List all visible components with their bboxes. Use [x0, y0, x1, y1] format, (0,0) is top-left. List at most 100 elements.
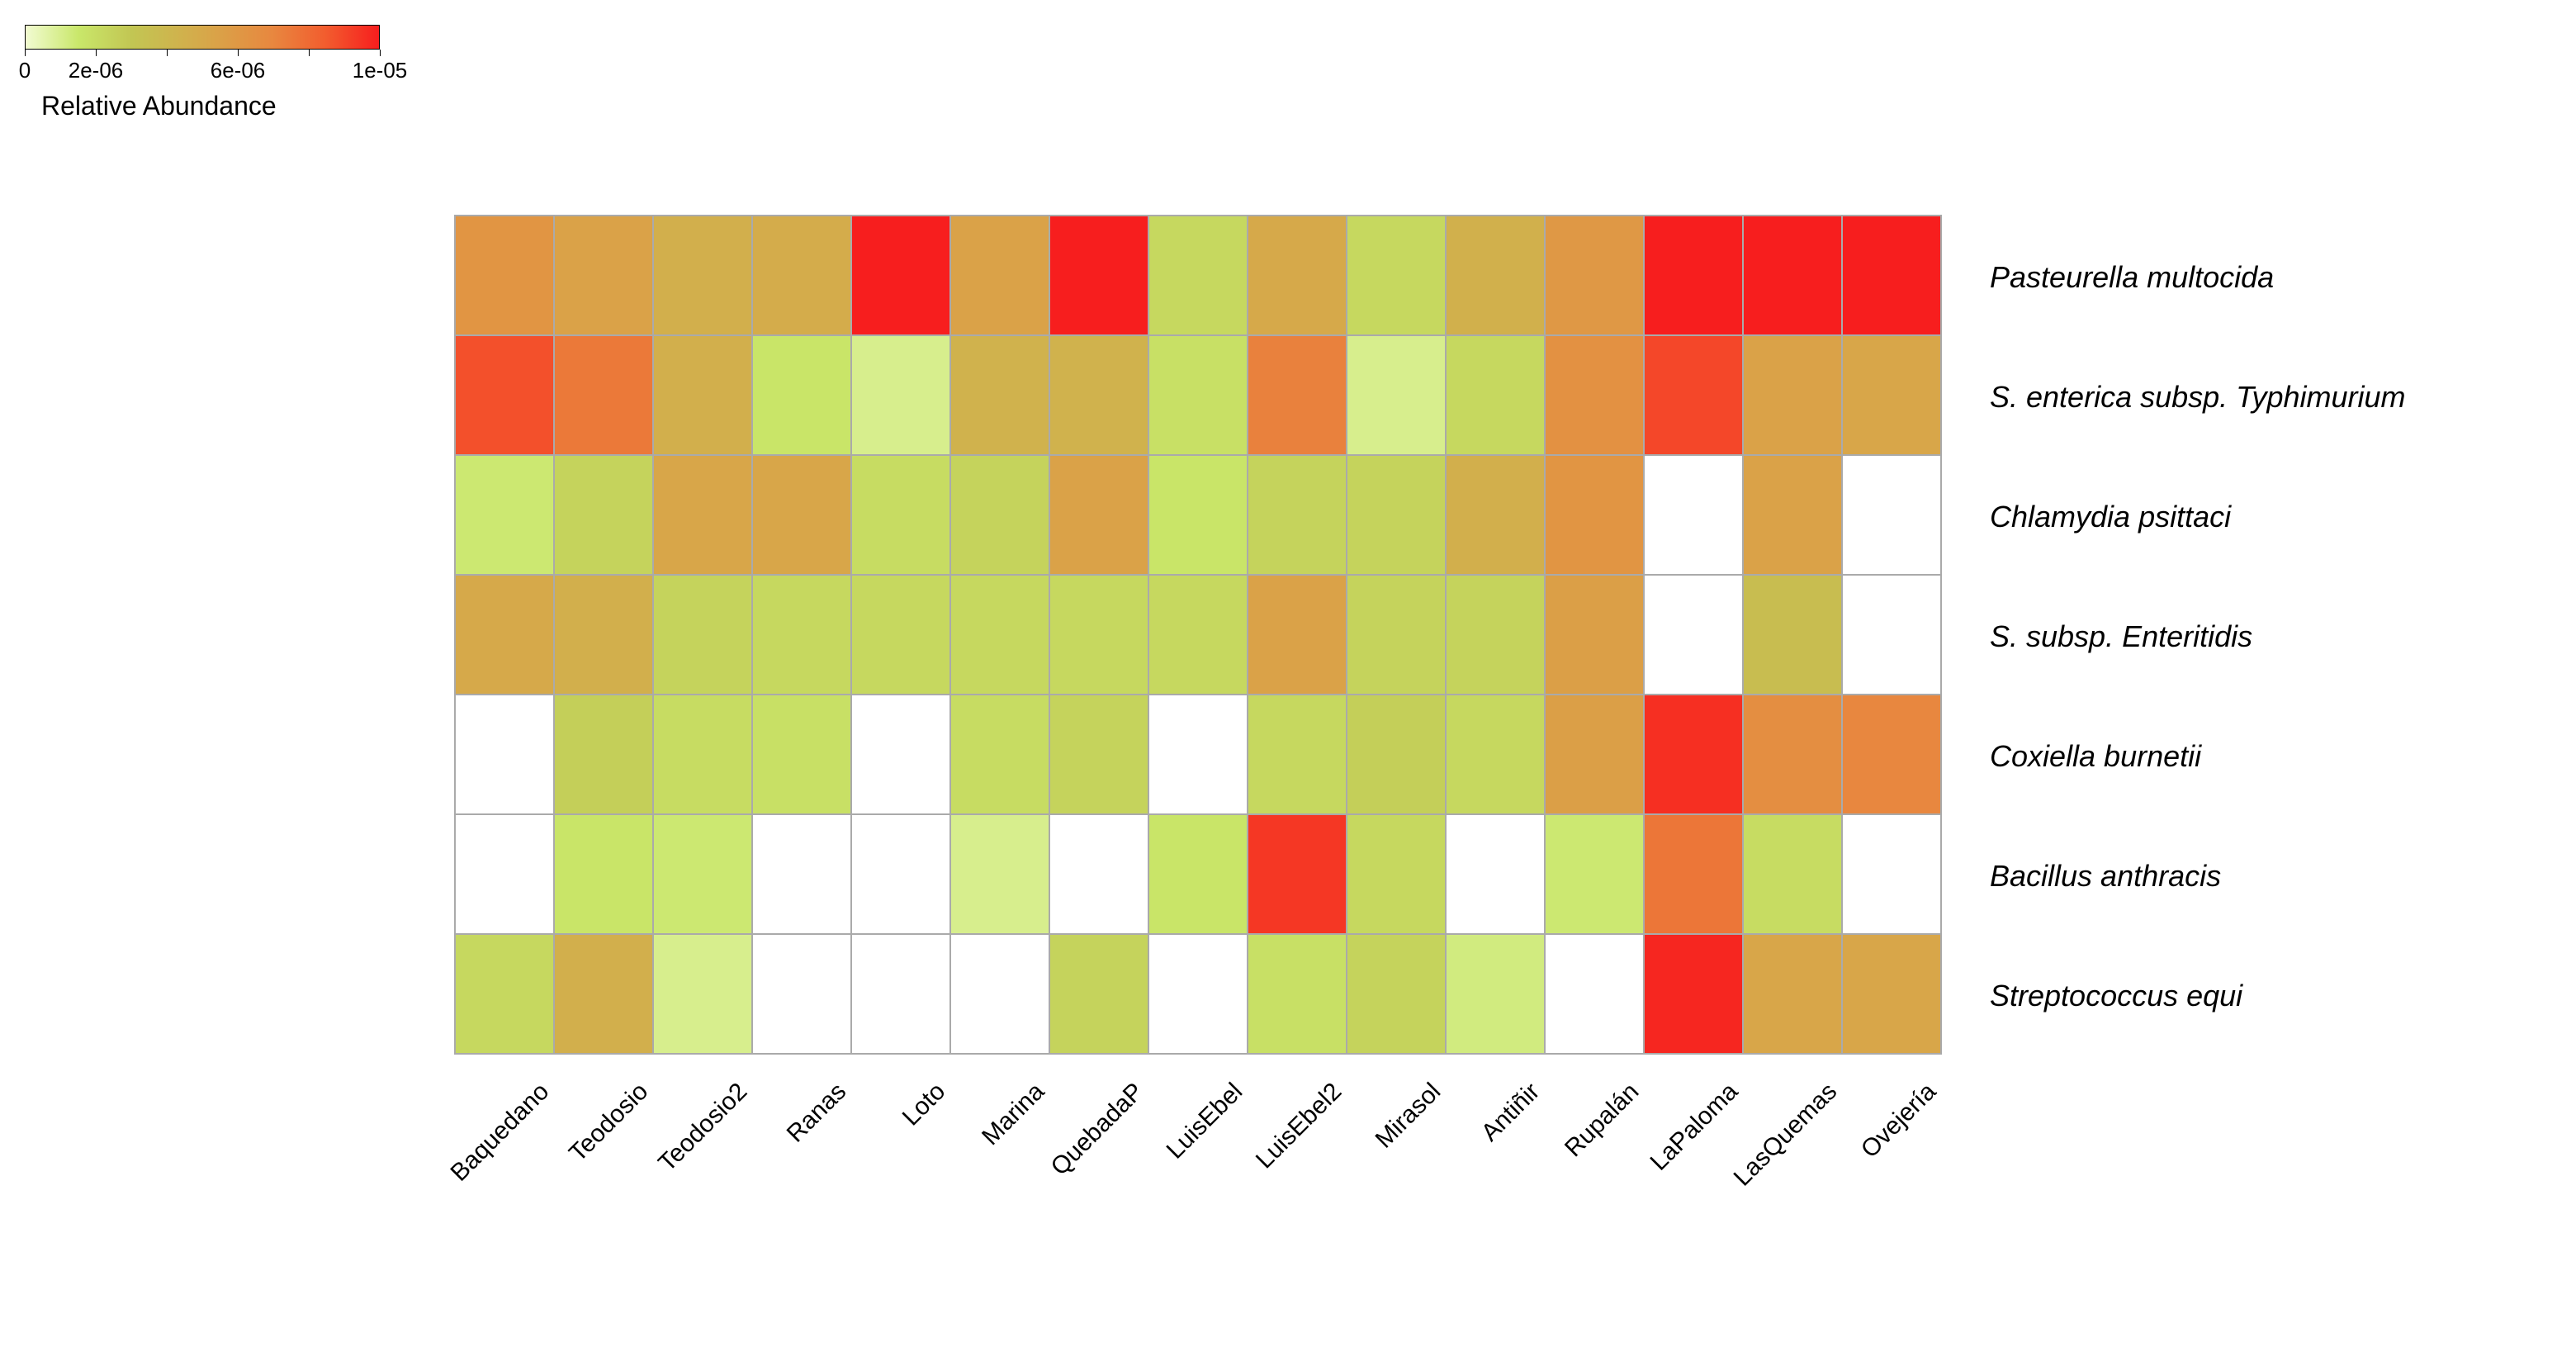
column-label: LasQuemas	[1729, 1078, 1843, 1192]
heatmap-cell	[1248, 934, 1347, 1054]
heatmap-cell	[752, 814, 851, 934]
heatmap-cell	[1148, 575, 1248, 695]
heatmap-cell	[1842, 575, 1941, 695]
heatmap-cell	[1446, 335, 1545, 455]
heatmap-cell	[1545, 814, 1644, 934]
heatmap-cell	[1248, 814, 1347, 934]
heatmap-cell	[1446, 575, 1545, 695]
colorbar-ticks	[25, 50, 380, 56]
heatmap-cell	[1248, 695, 1347, 814]
heatmap-cell	[851, 455, 950, 575]
heatmap-cell	[950, 216, 1049, 335]
heatmap-cell	[752, 216, 851, 335]
heatmap-cell	[1545, 335, 1644, 455]
column-label: Mirasol	[1371, 1078, 1447, 1154]
column-label: Antiñir	[1476, 1078, 1546, 1147]
heatmap-cell	[1347, 455, 1446, 575]
column-label: QuebadaP	[1046, 1078, 1149, 1181]
colorbar-tick	[167, 50, 168, 56]
heatmap-cell	[653, 575, 752, 695]
row-label: Bacillus anthracis	[1990, 859, 2221, 894]
heatmap-cell	[1644, 335, 1743, 455]
row-label: S. subsp. Enteritidis	[1990, 619, 2252, 654]
colorbar-gradient	[25, 25, 380, 50]
heatmap-cell	[1148, 455, 1248, 575]
heatmap-cell	[1347, 335, 1446, 455]
heatmap-cell	[455, 216, 554, 335]
heatmap-cell	[1743, 575, 1842, 695]
heatmap-cell	[1446, 455, 1545, 575]
colorbar-legend: 02e-066e-061e-05 Relative Abundance	[25, 25, 380, 50]
heatmap-cell	[752, 575, 851, 695]
heatmap-grid	[454, 215, 1942, 1055]
heatmap-cell	[554, 216, 653, 335]
heatmap-cell	[1545, 216, 1644, 335]
heatmap-cell	[1049, 575, 1148, 695]
heatmap-cell	[1049, 814, 1148, 934]
heatmap-cell	[1842, 814, 1941, 934]
colorbar-tick	[380, 50, 381, 56]
colorbar-tick-label: 2e-06	[69, 58, 124, 83]
heatmap-cell	[455, 335, 554, 455]
row-label: Coxiella burnetii	[1990, 739, 2201, 774]
heatmap-cell	[1049, 335, 1148, 455]
heatmap-cell	[1743, 216, 1842, 335]
heatmap-cell	[455, 575, 554, 695]
colorbar-tick	[238, 50, 239, 56]
heatmap-cell	[653, 814, 752, 934]
heatmap-cell	[455, 814, 554, 934]
heatmap-cell	[1347, 934, 1446, 1054]
heatmap-cell	[1842, 695, 1941, 814]
column-label: LuisEbel	[1162, 1078, 1248, 1164]
heatmap-cell	[1743, 455, 1842, 575]
heatmap-cell	[752, 335, 851, 455]
heatmap-cell	[1248, 575, 1347, 695]
heatmap-cell	[1446, 695, 1545, 814]
heatmap-cell	[1049, 934, 1148, 1054]
heatmap-cell	[1148, 335, 1248, 455]
heatmap-cell	[1644, 216, 1743, 335]
column-label: Teodosio	[564, 1078, 654, 1168]
heatmap-cell	[752, 695, 851, 814]
row-label: Streptococcus equi	[1990, 979, 2242, 1013]
colorbar-tick-label: 6e-06	[211, 58, 266, 83]
heatmap-cell	[653, 216, 752, 335]
heatmap-cell	[1446, 216, 1545, 335]
heatmap-cell	[1049, 216, 1148, 335]
heatmap-cell	[1446, 934, 1545, 1054]
heatmap-cell	[1743, 335, 1842, 455]
heatmap-cell	[1644, 695, 1743, 814]
heatmap-cell	[554, 455, 653, 575]
heatmap-cell	[1446, 814, 1545, 934]
heatmap-cell	[1347, 695, 1446, 814]
heatmap-cell	[851, 575, 950, 695]
heatmap-cell	[1743, 934, 1842, 1054]
heatmap-cell	[851, 216, 950, 335]
heatmap-cell	[752, 934, 851, 1054]
column-label: Rupalán	[1560, 1078, 1645, 1163]
heatmap-cell	[1248, 216, 1347, 335]
heatmap-cell	[1248, 335, 1347, 455]
heatmap-cell	[455, 455, 554, 575]
heatmap-cell	[554, 934, 653, 1054]
heatmap-cell	[950, 934, 1049, 1054]
heatmap-cell	[1842, 455, 1941, 575]
heatmap-cell	[1148, 216, 1248, 335]
heatmap-cell	[1644, 455, 1743, 575]
heatmap-cell	[653, 335, 752, 455]
row-label: Pasteurella multocida	[1990, 260, 2274, 295]
heatmap-cell	[851, 814, 950, 934]
heatmap-cell	[653, 455, 752, 575]
column-label: Loto	[897, 1078, 951, 1131]
column-label: Baquedano	[446, 1078, 556, 1188]
heatmap-cell	[950, 575, 1049, 695]
heatmap-cell	[1545, 455, 1644, 575]
heatmap-cell	[1049, 695, 1148, 814]
heatmap-cell	[554, 695, 653, 814]
row-label: Chlamydia psittaci	[1990, 500, 2231, 534]
heatmap-cell	[1842, 335, 1941, 455]
column-label: LaPaloma	[1646, 1078, 1745, 1177]
heatmap-cell	[1347, 575, 1446, 695]
colorbar-title: Relative Abundance	[41, 91, 277, 121]
heatmap-cell	[1644, 934, 1743, 1054]
